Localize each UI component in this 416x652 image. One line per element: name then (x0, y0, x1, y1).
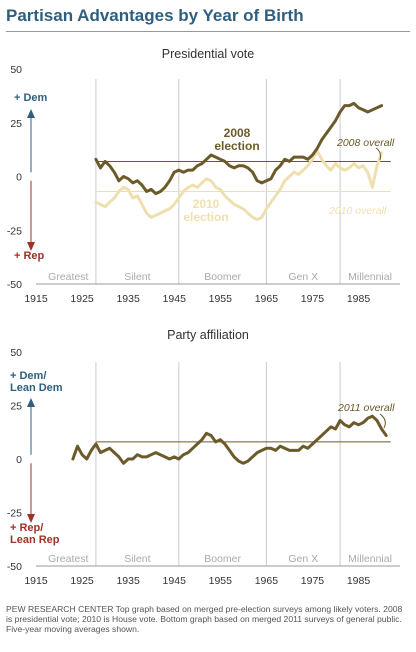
title-rule (6, 31, 410, 32)
panel1-x-tick-6: 1975 (301, 293, 325, 305)
panel2-x-tick-2: 1935 (116, 575, 140, 587)
panel2-x-tick-7: 1985 (347, 575, 371, 587)
panel1-annotation-2008-overall: 2008 overall (336, 137, 395, 149)
footer-note: PEW RESEARCH CENTER Top graph based on m… (6, 604, 403, 634)
panel2-x-tick-5: 1965 (255, 575, 279, 587)
panel2-y-tick-4: -50 (7, 561, 22, 573)
panel1-annotation-2010-overall: 2010 overall (328, 205, 387, 217)
panel2-x-tick-6: 1975 (301, 575, 325, 587)
panel1-series-line-1 (94, 149, 384, 221)
panel1-x-tick-2: 1935 (116, 293, 140, 305)
panel1-y-tick-2: 0 (16, 172, 22, 184)
panel2-y-tick-1: 25 (10, 401, 22, 413)
panel1-y-tick-1: 25 (10, 118, 22, 130)
panel2-rep-arrow-head (27, 514, 35, 523)
panel2-x-tick-1: 1925 (70, 575, 94, 587)
panel1-rep-arrow-head (27, 242, 35, 251)
panel1-generation-label-1: Silent (124, 271, 150, 283)
panel1-generation-label-2: Boomer (204, 271, 241, 283)
panel2-x-tick-3: 1945 (163, 575, 187, 587)
panel1-x-tick-3: 1945 (163, 293, 187, 305)
panel2-generation-label-3: Gen X (288, 553, 318, 565)
panel2-x-tick-0: 1915 (24, 575, 48, 587)
panel2-y-tick-0: 50 (10, 347, 22, 359)
panel1-x-tick-0: 1915 (24, 293, 48, 305)
panel1-annotation-2008-pointer (375, 147, 381, 161)
panel2-series-line-0 (71, 414, 388, 465)
panel1-x-tick-1: 1925 (70, 293, 94, 305)
panel1-generation-label-4: Millennial (348, 271, 392, 283)
panel1-series-label-2010: 2010 election (183, 197, 228, 224)
panel1-series-line-0 (94, 101, 384, 196)
panel2-x-tick-4: 1955 (209, 575, 233, 587)
panel1-x-tick-7: 1985 (347, 293, 371, 305)
panel1-chart-title: Presidential vote (162, 47, 254, 61)
panel1-series-label-2008: 2008 election (214, 126, 259, 153)
panel2-generation-label-2: Boomer (204, 553, 241, 565)
panel1-rep-label: + Rep (14, 250, 45, 262)
panel1-x-tick-5: 1965 (255, 293, 279, 305)
panel1-dem-label: + Dem (14, 92, 48, 104)
panel2-y-tick-3: -25 (7, 508, 22, 520)
panel2-annotation-2011-pointer (379, 413, 386, 429)
panel2-y-tick-2: 0 (16, 454, 22, 466)
panel2-generation-label-4: Millennial (348, 553, 392, 565)
panel1-dem-arrow-head (27, 109, 35, 118)
panel2-generation-label-0: Greatest (48, 553, 88, 565)
panel2-dem-label: + Dem/Lean Dem (10, 370, 63, 394)
panel1-y-tick-4: -50 (7, 279, 22, 291)
panel2-rep-label: + Rep/Lean Rep (10, 522, 60, 546)
panel2-annotation-2011-overall: 2011 overall (337, 402, 395, 414)
panel2-generation-label-1: Silent (124, 553, 150, 565)
panel1-generation-label-0: Greatest (48, 271, 88, 283)
panel2-dem-arrow-head (27, 398, 35, 407)
panel1-x-tick-4: 1955 (209, 293, 233, 305)
panel2-chart-title: Party affiliation (167, 328, 249, 342)
panel1-generation-label-3: Gen X (288, 271, 318, 283)
panel1-y-tick-3: -25 (7, 225, 22, 237)
page-title: Partisan Advantages by Year of Birth (6, 6, 304, 25)
panel1-y-tick-0: 50 (10, 64, 22, 76)
